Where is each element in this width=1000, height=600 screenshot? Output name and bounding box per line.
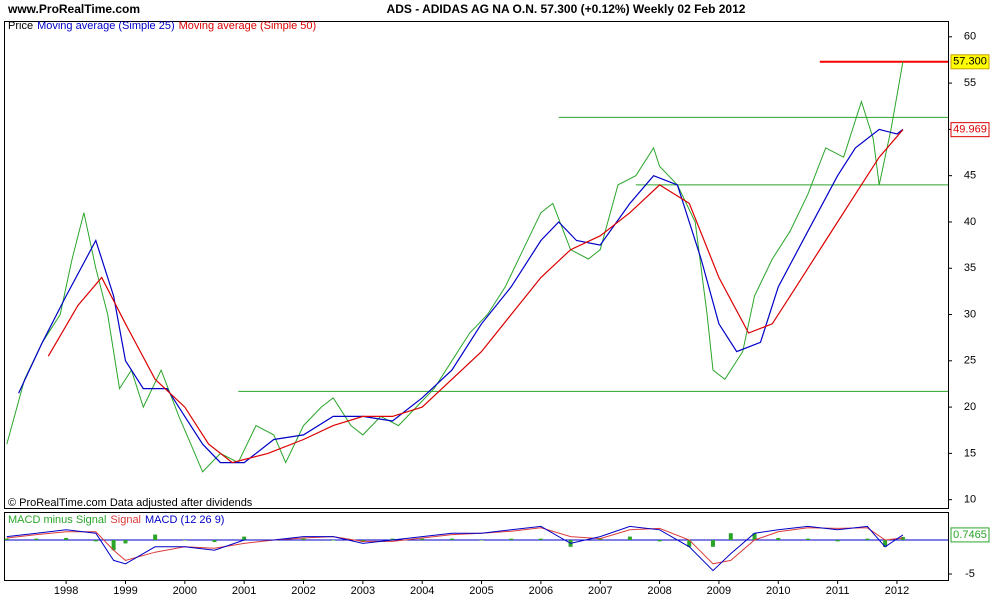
x-tick-label: 2007	[588, 585, 612, 597]
histogram-bar	[301, 538, 306, 541]
y-tick-label: 20	[964, 401, 976, 413]
histogram-bar	[805, 538, 810, 541]
macd-frame	[4, 512, 949, 581]
histogram-bar	[242, 536, 247, 541]
x-tick-label: 2011	[826, 585, 850, 597]
y-tick-label: 15	[964, 447, 976, 459]
histogram-bar	[449, 538, 454, 541]
price-frame	[4, 21, 949, 509]
histogram-bar	[123, 540, 128, 544]
histogram-bar	[883, 540, 888, 547]
histogram-bar	[390, 538, 395, 541]
x-tick-label: 2006	[529, 585, 553, 597]
plot-layer: 1015202530354045505560199819992000200120…	[4, 20, 990, 597]
x-tick-label: 2004	[410, 585, 434, 597]
histogram-bar	[4, 538, 9, 541]
x-tick-label: 2012	[885, 585, 909, 597]
ma-label-box	[950, 122, 990, 138]
price-label: 57.300	[953, 56, 987, 68]
annotation: © ProRealTime.com Data adjusted after di…	[8, 497, 253, 509]
histogram-bar	[34, 538, 39, 541]
ma-label: 49.969	[953, 124, 987, 136]
histogram-bar	[153, 534, 158, 541]
x-tick-label: 2010	[766, 585, 790, 597]
x-tick-label: 2000	[173, 585, 197, 597]
x-tick-label: 2002	[291, 585, 315, 597]
histogram-bar	[111, 540, 116, 551]
y-tick-label: 45	[964, 170, 976, 182]
macd-label-box	[950, 527, 990, 543]
histogram-bar	[420, 538, 425, 541]
legend-entry: Price	[8, 20, 33, 32]
histogram-bar	[509, 538, 514, 541]
macd-line	[6, 525, 904, 572]
price-label-box	[950, 54, 990, 70]
chart-title: ADS - ADIDAS AG NA O.N. 57.300 (+0.12%) …	[387, 2, 746, 16]
y-tick-label: 10	[964, 494, 976, 506]
histogram-bar	[479, 540, 484, 541]
legend-entry: Moving average (Simple 25)	[37, 20, 175, 32]
histogram-bar	[331, 540, 336, 541]
legend-entry: Signal	[110, 514, 141, 526]
price-line	[6, 61, 904, 473]
histogram-bar	[776, 537, 781, 541]
legend-entry: MACD (12 26 9)	[145, 514, 224, 526]
macd-line	[6, 527, 903, 565]
y-tick-label: -5	[965, 568, 975, 580]
histogram-bar	[657, 540, 662, 542]
moving-average	[18, 128, 904, 464]
moving-average	[47, 129, 904, 464]
y-tick-label: 40	[964, 216, 976, 228]
histogram-bar	[538, 538, 543, 541]
histogram-bar	[728, 533, 733, 541]
histogram-bar	[752, 533, 757, 541]
y-tick-label: 55	[964, 77, 976, 89]
x-tick-label: 1998	[54, 585, 78, 597]
x-tick-label: 2003	[351, 585, 375, 597]
histogram-bar	[182, 540, 187, 541]
histogram-bar	[64, 537, 69, 541]
legend-entry: MACD minus Signal	[8, 514, 106, 526]
y-tick-label: 25	[964, 355, 976, 367]
y-tick-label: 60	[964, 31, 976, 43]
histogram-bar	[627, 536, 632, 541]
x-tick-label: 2005	[469, 585, 493, 597]
x-tick-label: 2008	[647, 585, 671, 597]
histogram-bar	[865, 538, 870, 541]
histogram-bar	[212, 540, 217, 543]
y-tick-label: 35	[964, 262, 976, 274]
histogram-bar	[710, 540, 715, 547]
histogram-bar	[93, 540, 98, 542]
site: www.ProRealTime.com	[7, 2, 140, 16]
x-tick-label: 2001	[232, 585, 256, 597]
macd-label: 0.7465	[953, 529, 987, 541]
x-tick-label: 1999	[113, 585, 137, 597]
x-tick-label: 2009	[707, 585, 731, 597]
histogram-bar	[835, 540, 840, 542]
histogram-bar	[687, 540, 692, 547]
y-tick-label: 30	[964, 308, 976, 320]
legend-entry: Moving average (Simple 50)	[179, 20, 317, 32]
